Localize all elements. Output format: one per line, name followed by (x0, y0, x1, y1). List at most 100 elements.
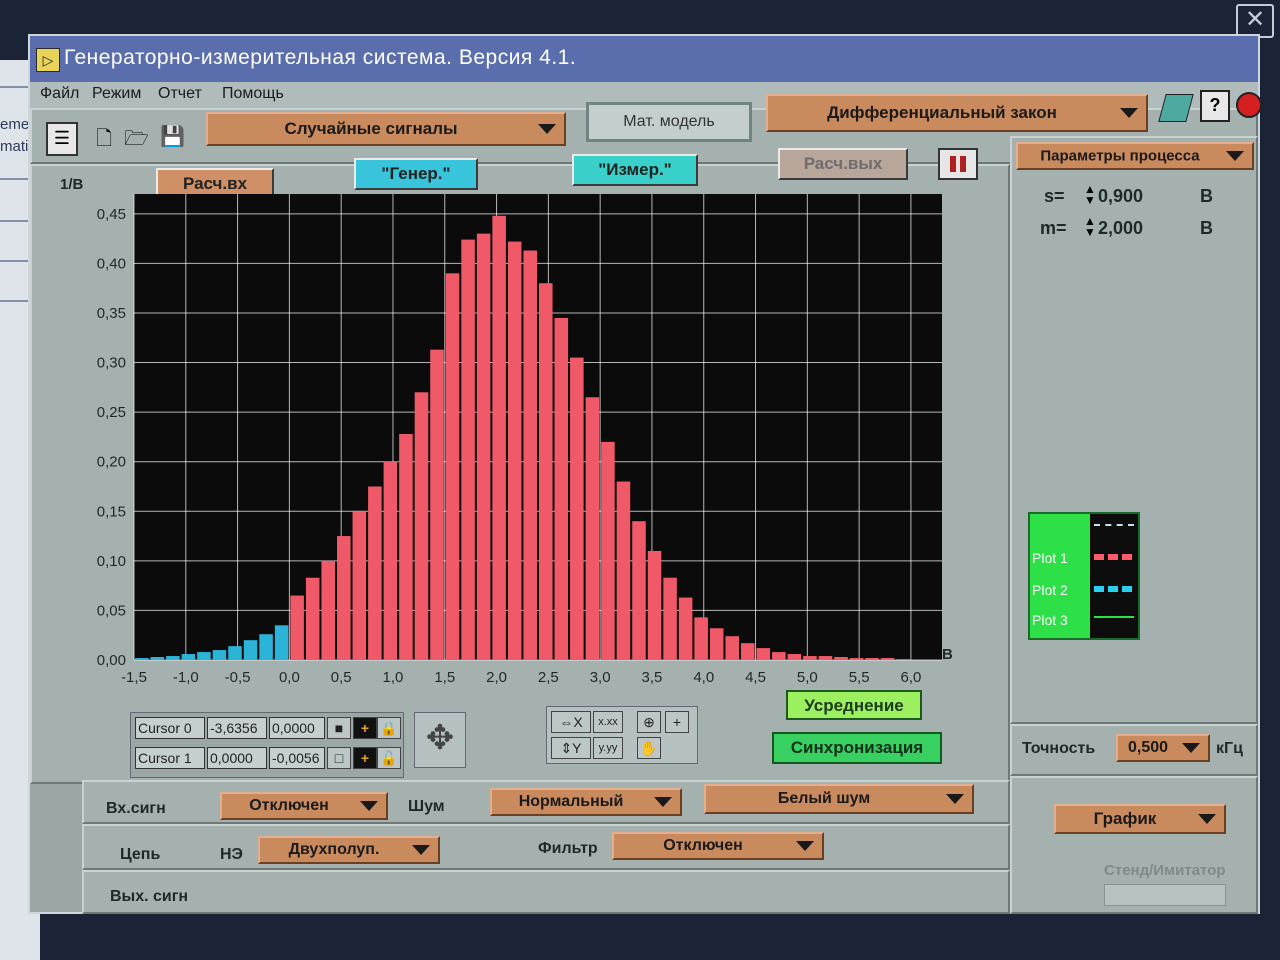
input-signal-label: Вх.сигн (106, 800, 166, 817)
s-value[interactable]: 0,900 (1098, 186, 1144, 206)
histogram-bar (445, 273, 460, 660)
signal-type-select[interactable]: Случайные сигналы (206, 112, 566, 146)
output-signal-label: Вых. сигн (110, 888, 189, 905)
menu-file[interactable]: Файл (40, 85, 80, 102)
cursor1-y[interactable]: -0,0056 (269, 747, 325, 769)
calc-output-button[interactable]: Расч.вых (778, 148, 908, 180)
cursor0-x[interactable]: -3,6356 (207, 717, 267, 739)
cursor1-crosshair-icon[interactable]: + (353, 747, 377, 769)
noise-distribution-select[interactable]: Нормальный (490, 788, 682, 816)
m-value[interactable]: 2,000 (1098, 218, 1144, 238)
histogram-bar (663, 577, 677, 660)
pause-button[interactable] (938, 148, 978, 180)
pause-icon (950, 156, 956, 172)
cursor1-style-icon[interactable]: □ (327, 747, 351, 769)
pause-icon (960, 156, 966, 172)
accuracy-select[interactable]: 0,500 (1116, 734, 1210, 762)
histogram-bar (803, 656, 817, 660)
chevron-down-icon (796, 841, 814, 851)
cursor-tool-icon[interactable]: + (665, 711, 689, 733)
s-label: s= (1044, 186, 1065, 206)
x-tick-label: -0,5 (225, 669, 251, 686)
y-tick-label: 0,00 (97, 652, 126, 669)
y-tick-label: 0,25 (97, 404, 126, 421)
measure-button[interactable]: "Измер." (572, 154, 698, 186)
y-format-button[interactable]: y.yy (593, 737, 623, 759)
legend-line-plot2 (1094, 586, 1134, 592)
pan-hand-icon[interactable]: ✋ (637, 737, 661, 759)
histogram-bar (585, 397, 600, 660)
x-format-button[interactable]: x.xx (593, 711, 623, 733)
stop-icon[interactable] (1236, 92, 1262, 118)
x-tick-label: 3,5 (642, 669, 663, 686)
histogram-bar (383, 461, 398, 660)
m-label: m= (1040, 218, 1067, 238)
x-tick-label: 2,0 (486, 669, 507, 686)
graph-tools-palette: ⇔X x.xx ⇕Y y.yy ⊕ + ✋ (546, 706, 698, 764)
menu-help[interactable]: Помощь (222, 85, 284, 102)
histogram-bar (492, 215, 506, 661)
cursor1-lock-icon[interactable]: 🔓 (377, 747, 401, 769)
save-icon[interactable]: 💾 (160, 126, 185, 148)
generate-button[interactable]: "Генер." (354, 158, 478, 190)
y-scale-lock-icon[interactable]: ⇕Y (551, 737, 591, 759)
filter-select[interactable]: Отключен (612, 832, 824, 860)
histogram-bar (337, 536, 351, 660)
accuracy-unit: кГц (1216, 740, 1243, 757)
histogram-bar (741, 643, 755, 660)
histogram-bar (694, 617, 708, 660)
math-model-button[interactable]: Мат. модель (586, 102, 752, 142)
ne-label: НЭ (220, 846, 243, 863)
y-tick-label: 0,20 (97, 454, 126, 471)
open-folder-icon[interactable]: 🗁 (124, 128, 149, 150)
params-select[interactable]: Параметры процесса (1016, 142, 1254, 170)
cursor-move-icon[interactable]: ✥ (414, 712, 466, 768)
chevron-down-icon (1182, 743, 1200, 753)
desktop-text-2: mati (0, 138, 29, 155)
cursor0-lock-icon[interactable]: 🔒 (377, 717, 401, 739)
chevron-down-icon (946, 794, 964, 804)
cursor1-x[interactable]: 0,0000 (207, 747, 267, 769)
histogram-bar (834, 657, 848, 660)
cursor0-y[interactable]: 0,0000 (269, 717, 325, 739)
report-icon[interactable]: ☰ (46, 122, 78, 156)
histogram-bar (430, 349, 444, 660)
histogram-bar (787, 654, 802, 660)
histogram-bar (414, 392, 429, 660)
accuracy-value: 0,500 (1127, 739, 1169, 756)
law-select[interactable]: Дифференциальный закон (766, 94, 1148, 132)
graph-select[interactable]: График (1054, 804, 1226, 834)
chevron-down-icon (1198, 814, 1216, 824)
legend-plot3: Plot 3 (1032, 612, 1068, 628)
histogram-bar (259, 634, 273, 660)
histogram-bar (181, 654, 196, 660)
desktop-close-icon[interactable]: ✕ (1236, 4, 1274, 38)
x-tick-label: -1,0 (173, 669, 199, 686)
cursor0-crosshair-icon[interactable]: + (353, 717, 377, 739)
input-signal-value: Отключен (249, 797, 329, 814)
menu-mode[interactable]: Режим (92, 85, 142, 102)
x-tick-label: 4,0 (693, 669, 714, 686)
menu-report[interactable]: Отчет (158, 85, 202, 102)
input-signal-select[interactable]: Отключен (220, 792, 388, 820)
ne-select[interactable]: Двухполуп. (258, 836, 440, 864)
zoom-icon[interactable]: ⊕ (637, 711, 661, 733)
histogram-bar (368, 486, 382, 660)
noise-type-select[interactable]: Белый шум (704, 784, 974, 814)
new-file-icon[interactable]: 🗋 (96, 128, 113, 150)
help-icon[interactable]: ? (1200, 90, 1230, 122)
x-scale-lock-icon[interactable]: ⇔X (551, 711, 591, 733)
x-tick-label: 4,5 (745, 669, 766, 686)
chevron-down-icon (1226, 151, 1244, 161)
chain-label: Цепь (120, 846, 161, 863)
histogram-bar (166, 656, 180, 660)
histogram-bar (725, 636, 739, 660)
signal-type-value: Случайные сигналы (284, 119, 458, 138)
s-spinner-icon[interactable]: ▲ ▼ (1084, 182, 1096, 207)
stand-imitator-switch[interactable] (1104, 884, 1226, 906)
averaging-toggle[interactable]: Усреднение (786, 690, 922, 720)
sync-toggle[interactable]: Синхронизация (772, 732, 942, 764)
cursor0-style-icon[interactable]: ■ (327, 717, 351, 739)
m-spinner-icon[interactable]: ▲ ▼ (1084, 214, 1096, 239)
histogram-bar (507, 241, 522, 660)
